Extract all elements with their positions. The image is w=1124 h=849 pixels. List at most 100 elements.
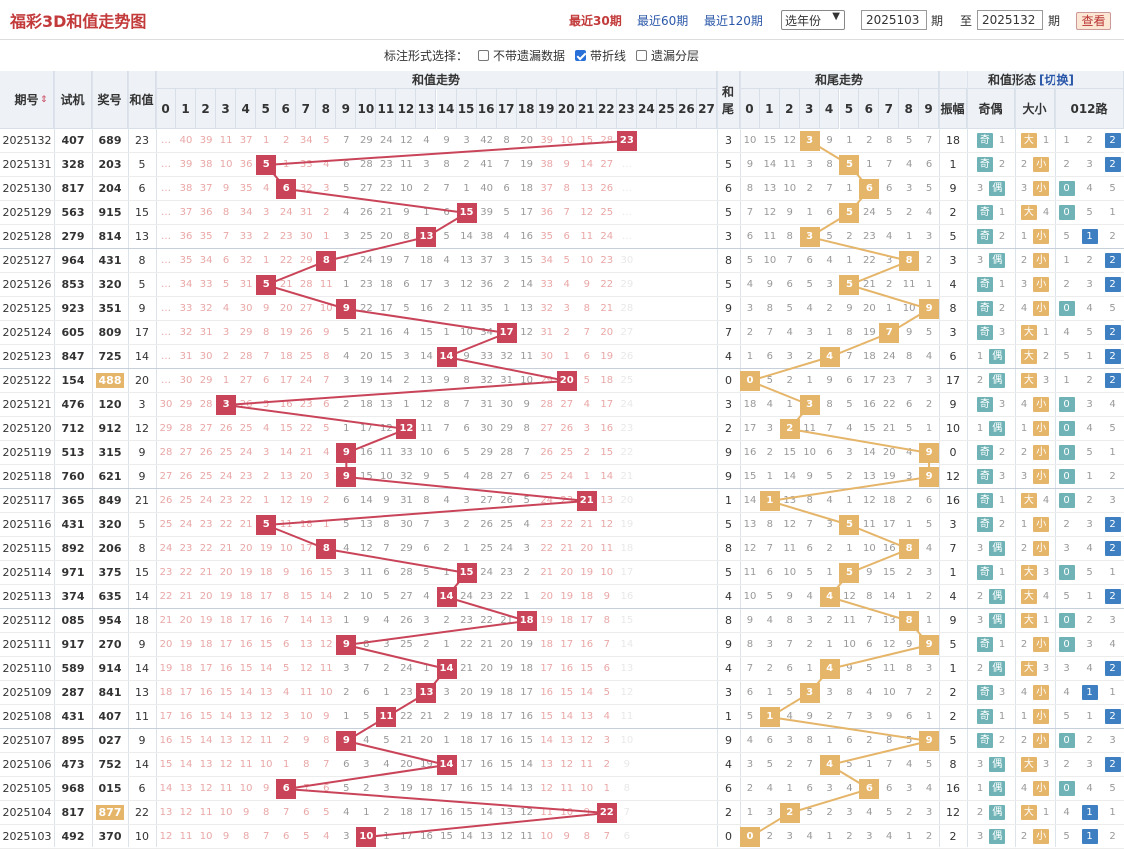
amplitude-cell: 10 xyxy=(946,422,960,435)
omission-cell: 26 xyxy=(600,183,614,194)
view-button[interactable]: 查看 xyxy=(1076,12,1111,30)
omission-cell: 1 xyxy=(826,639,833,650)
omission-cell: 5 xyxy=(846,759,853,770)
trial-cell: 374 xyxy=(61,590,85,603)
omission-cell: 25 xyxy=(540,471,554,482)
omission-cell: 36 xyxy=(540,207,554,218)
prize-cell: 431 xyxy=(92,249,128,273)
omission-cell: 17 xyxy=(440,783,453,794)
omission-cell xyxy=(697,729,717,753)
range-link-60[interactable]: 最近60期 xyxy=(637,14,689,28)
header-sum-digit: 12 xyxy=(396,89,417,129)
omission-cell: 2 xyxy=(905,567,913,578)
sum-cell: 20 xyxy=(135,374,149,387)
omission-cell: 2 xyxy=(826,303,833,314)
amplitude-cell: 8 xyxy=(949,302,957,315)
omission-cell: 21 xyxy=(299,447,313,458)
omission-cell: 34 xyxy=(199,255,213,266)
odd-even-omission: 3 xyxy=(976,759,984,770)
omission-cell: 2 xyxy=(746,783,754,794)
big-small-omission: 3 xyxy=(1020,183,1028,194)
range-link-30[interactable]: 最近30期 xyxy=(569,14,622,28)
tail-cell: 5 xyxy=(725,278,732,291)
omission-cell xyxy=(677,753,697,777)
omission-cell: 11 xyxy=(843,615,856,626)
omission-cell: 22 xyxy=(460,639,473,650)
omission-cell: 4 xyxy=(603,711,610,722)
checkbox-omission-layer[interactable] xyxy=(636,50,648,61)
header-trial: 试机 xyxy=(54,71,92,129)
to-period-input[interactable]: 2025132 xyxy=(977,10,1043,30)
route-cell: 2 xyxy=(1101,369,1124,393)
omission-cell xyxy=(637,297,657,321)
omission-cell: 11 xyxy=(560,783,574,794)
sum-marker: 9 xyxy=(336,443,357,463)
omission-cell: 4 xyxy=(786,711,793,722)
odd-even-tag: 偶 xyxy=(989,421,1006,436)
omission-cell: 8 xyxy=(826,399,833,410)
prize-cell: 270 xyxy=(92,633,128,657)
amplitude-cell: 16 xyxy=(946,494,960,507)
omission-cell: 23 xyxy=(400,687,413,698)
route-omission: 5 xyxy=(1109,303,1116,314)
omission-cell: 1 xyxy=(746,351,754,362)
omission-cell: 4 xyxy=(925,207,933,218)
omission-cell xyxy=(697,609,717,633)
omission-cell: 11 xyxy=(319,663,333,674)
omission-cell: 6 xyxy=(746,231,754,242)
range-link-120[interactable]: 最近120期 xyxy=(704,14,763,28)
sort-icon[interactable]: ⇕ xyxy=(40,95,48,105)
header-sum-digit: 22 xyxy=(596,89,617,129)
route-omission: 3 xyxy=(1086,639,1093,650)
omission-cell: 38 xyxy=(540,159,554,170)
omission-cell: 30 xyxy=(480,423,493,434)
trial-cell: 328 xyxy=(61,158,85,171)
omission-cell: 32 xyxy=(540,303,554,314)
checkbox-no-omission[interactable] xyxy=(478,50,490,61)
tail-marker: 8 xyxy=(899,611,920,631)
omission-cell: 2 xyxy=(846,471,853,482)
prize-number: 351 xyxy=(98,302,122,315)
odd-even-omission: 1 xyxy=(998,639,1006,650)
omission-cell: 21 xyxy=(420,711,433,722)
omission-cell: 19 xyxy=(279,327,293,338)
omission-cell: 22 xyxy=(540,543,554,554)
omission-cell: 8 xyxy=(303,759,310,770)
odd-even-omission: 1 xyxy=(998,711,1006,722)
omission-cell: 4 xyxy=(283,687,290,698)
checkbox-polyline[interactable] xyxy=(575,50,587,61)
period-cell: 2025124 xyxy=(2,326,52,339)
route-tag: 1 xyxy=(1081,229,1098,244)
route-tag: 2 xyxy=(1104,253,1121,268)
omission-cell: 8 xyxy=(222,207,230,218)
omission-cell: … xyxy=(161,279,172,290)
period-cell: 2025130 xyxy=(2,182,52,195)
switch-link[interactable]: [切换] xyxy=(1039,73,1074,87)
period-cell: 2025103 xyxy=(2,830,52,843)
route-omission: 2 xyxy=(1109,831,1116,842)
omission-cell: 17 xyxy=(882,519,896,530)
from-period-input[interactable]: 2025103 xyxy=(861,10,927,30)
omission-cell: 17 xyxy=(219,639,233,650)
header-tail-digit: 3 xyxy=(799,89,820,129)
omission-cell: 27 xyxy=(560,399,574,410)
omission-cell: 1 xyxy=(925,711,933,722)
route-omission: 3 xyxy=(1109,615,1116,626)
omission-cell: 16 xyxy=(239,639,253,650)
route-omission: 3 xyxy=(1086,519,1093,530)
omission-cell: 26 xyxy=(179,471,193,482)
omission-cell: 10 xyxy=(743,591,757,602)
route-cell: 2 xyxy=(1101,153,1124,177)
route-tag: 0 xyxy=(1058,445,1075,460)
omission-cell: 1 xyxy=(583,471,590,482)
omission-cell: 5 xyxy=(363,711,370,722)
omission-cell: 6 xyxy=(905,399,913,410)
omission-cell: 37 xyxy=(179,207,193,218)
year-select[interactable]: 选年份 ▼ xyxy=(781,10,845,30)
omission-cell: 1 xyxy=(905,591,913,602)
tail-marker: 0 xyxy=(739,827,760,847)
omission-cell: 23 xyxy=(179,543,193,554)
omission-cell: 17 xyxy=(400,831,413,842)
